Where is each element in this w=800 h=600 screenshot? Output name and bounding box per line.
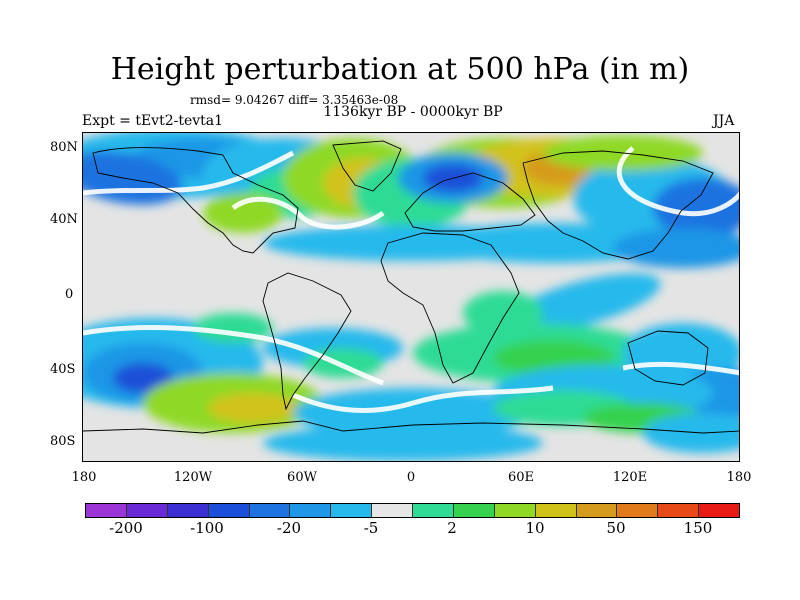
coastline-greenland: [332, 140, 402, 192]
field-contour: [653, 178, 739, 238]
coastline-antarctica: [83, 420, 739, 434]
colorbar-segment: [658, 504, 700, 517]
zero-contour-band: [616, 146, 739, 217]
field-contour: [613, 228, 739, 268]
field-contour: [505, 273, 661, 333]
colorbar-segment: [535, 504, 577, 517]
field-contour: [263, 425, 543, 461]
field-contour: [208, 393, 298, 423]
lon-label: 180: [71, 470, 97, 485]
colorbar-segment: [413, 504, 454, 517]
world-map-plot: [82, 132, 740, 462]
coastline-australia: [627, 330, 709, 386]
colorbar-segment: [494, 504, 536, 517]
lon-label: 0: [406, 470, 416, 485]
colorbar-segment: [208, 504, 250, 517]
colorbar-label: 150: [683, 519, 713, 537]
lon-label: 60W: [287, 470, 317, 485]
lon-label: 120W: [173, 470, 213, 485]
colorbar-label: -100: [190, 519, 224, 537]
colorbar-segment: [453, 504, 495, 517]
lat-label: 0: [65, 287, 74, 302]
coastline-africa: [380, 232, 520, 384]
colorbar-label: 50: [606, 519, 626, 537]
map-title: Height perturbation at 500 hPa (in m): [110, 52, 690, 87]
colorbar-segment: [126, 504, 168, 517]
colorbar: [85, 503, 740, 518]
colorbar-label: 10: [525, 519, 545, 537]
lat-label: 40S: [50, 362, 76, 377]
field-contour: [643, 413, 739, 453]
colorbar-label: -5: [363, 519, 379, 537]
lat-label: 40N: [50, 212, 78, 227]
colorbar-segment: [576, 504, 618, 517]
season-label: JJA: [713, 113, 735, 129]
colorbar-segment: [86, 504, 127, 517]
coastline-europe: [404, 172, 536, 232]
lon-label: 120E: [612, 470, 648, 485]
colorbar-label: -20: [276, 519, 302, 537]
field-contour: [293, 388, 533, 438]
lon-label: 60E: [507, 470, 535, 485]
zero-contour-band: [83, 150, 295, 196]
period-label: 1136kyr BP - 0000kyr BP: [323, 104, 503, 120]
lat-label: 80N: [50, 140, 78, 155]
statistics-subtitle: rmsd= 9.04267 diff= 3.35463e-08: [190, 93, 399, 107]
experiment-label: Expt = tEvt2-tevta1: [82, 113, 224, 129]
lon-label: 180: [726, 470, 752, 485]
zero-contour-band: [292, 385, 554, 413]
colorbar-segment: [372, 504, 413, 517]
field-contour: [113, 363, 173, 393]
lat-label: 80S: [50, 434, 76, 449]
colorbar-label: 2: [447, 519, 457, 537]
zero-contour-band: [231, 196, 385, 230]
colorbar-segment: [167, 504, 209, 517]
field-contour: [203, 193, 283, 233]
colorbar-segment: [249, 504, 291, 517]
colorbar-segment: [290, 504, 332, 517]
field-contour: [433, 223, 673, 263]
coastline-south-america: [262, 272, 352, 411]
colorbar-segment: [617, 504, 659, 517]
colorbar-label: -200: [109, 519, 143, 537]
height-perturbation-field: [83, 133, 739, 461]
coastline-asia: [522, 150, 714, 260]
colorbar-segment: [331, 504, 373, 517]
coastlines: [83, 140, 739, 434]
colorbar-segment: [699, 504, 739, 517]
zero-contour-band: [83, 325, 384, 386]
coastline-north-america: [92, 147, 299, 254]
